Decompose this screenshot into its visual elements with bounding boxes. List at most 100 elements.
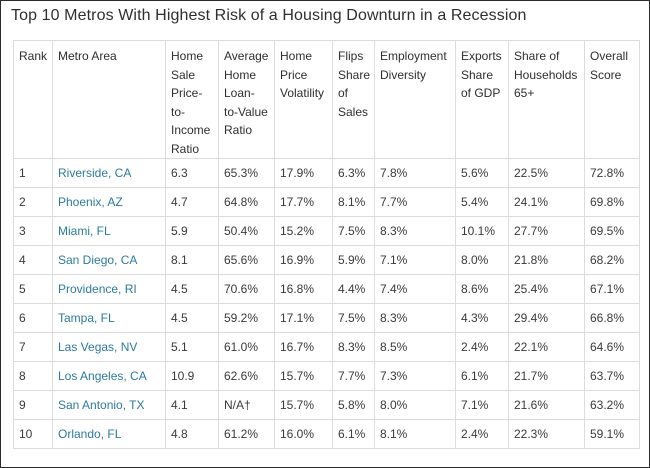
metro-link[interactable]: Riverside, CA: [58, 166, 132, 180]
cell-households-65: 22.5%: [508, 158, 585, 188]
cell-employment-diversity: 7.4%: [374, 274, 456, 304]
cell-price-to-income: 5.1: [165, 332, 219, 362]
metro-link[interactable]: Phoenix, AZ: [58, 195, 123, 209]
cell-rank: 6: [13, 303, 53, 333]
cell-overall-score: 69.5%: [584, 216, 640, 246]
column-header-line: Score: [590, 67, 622, 82]
cell-price-volatility: 15.7%: [274, 361, 333, 391]
cell-overall-score: 68.2%: [584, 245, 640, 275]
cell-employment-diversity: 7.1%: [374, 245, 456, 275]
cell-exports-share: 2.4%: [455, 332, 509, 362]
metro-link[interactable]: San Diego, CA: [58, 253, 138, 267]
column-header-flips-share: Flips Share of Sales: [332, 40, 375, 159]
column-header-line: to-: [171, 104, 186, 119]
column-header-loan-to-value: Average Home Loan-to-Value Ratio: [218, 40, 275, 159]
cell-rank: 7: [13, 332, 53, 362]
cell-price-to-income: 4.5: [165, 274, 219, 304]
cell-metro-area: Las Vegas, NV: [52, 332, 166, 362]
column-header-households-65: Share of Households 65+: [508, 40, 585, 159]
column-header-line: Share: [461, 67, 494, 82]
cell-loan-to-value: 50.4%: [218, 216, 275, 246]
cell-flips-share: 4.4%: [332, 274, 375, 304]
column-header-line: Flips: [338, 49, 364, 63]
table-row: 5 Providence, RI 4.5 70.6% 16.8% 4.4% 7.4% 8.6%…: [13, 274, 640, 304]
cell-rank: 9: [13, 390, 53, 420]
cell-price-to-income: 4.7: [165, 187, 219, 217]
column-header-price-volatility: Home Price Volatility: [274, 40, 333, 159]
cell-overall-score: 69.8%: [584, 187, 640, 217]
cell-overall-score: 67.1%: [584, 274, 640, 304]
column-header-line: Share of: [514, 49, 560, 63]
cell-employment-diversity: 8.1%: [374, 419, 456, 449]
column-header-line: of GDP: [461, 86, 501, 100]
metro-link[interactable]: Orlando, FL: [58, 427, 122, 441]
metro-link[interactable]: Los Angeles, CA: [58, 369, 147, 383]
table-row: 10 Orlando, FL 4.8 61.2% 16.0% 6.1% 8.1% 2.4% 22…: [13, 419, 640, 449]
column-header-line: Loan-: [224, 86, 255, 100]
column-header-line: Home: [224, 67, 257, 82]
metro-link[interactable]: Providence, RI: [58, 282, 137, 296]
table-header-row: Rank Metro Area Home Sale Price-to- Income Rat…: [13, 40, 640, 159]
cell-price-to-income: 4.5: [165, 303, 219, 333]
column-header-line: Price-: [171, 86, 203, 100]
cell-employment-diversity: 8.5%: [374, 332, 456, 362]
table-row: 7 Las Vegas, NV 5.1 61.0% 16.7% 8.3% 8.5% 2.4% 2…: [13, 332, 640, 362]
table-row: 8 Los Angeles, CA 10.9 62.6% 15.7% 7.7% 7.3% 6.…: [13, 361, 640, 391]
cell-flips-share: 5.9%: [332, 245, 375, 275]
cell-loan-to-value: 65.6%: [218, 245, 275, 275]
cell-exports-share: 7.1%: [455, 390, 509, 420]
cell-households-65: 21.6%: [508, 390, 585, 420]
column-header-rank: Rank: [13, 40, 53, 159]
cell-loan-to-value: 70.6%: [218, 274, 275, 304]
table-title: Top 10 Metros With Highest Risk of a Hou…: [11, 7, 527, 24]
cell-flips-share: 8.3%: [332, 332, 375, 362]
cell-loan-to-value: 61.2%: [218, 419, 275, 449]
cell-exports-share: 8.0%: [455, 245, 509, 275]
column-header-line: to-Value: [224, 104, 268, 119]
cell-overall-score: 59.1%: [584, 419, 640, 449]
cell-price-volatility: 17.7%: [274, 187, 333, 217]
metro-link[interactable]: Las Vegas, NV: [58, 340, 138, 354]
cell-households-65: 24.1%: [508, 187, 585, 217]
cell-overall-score: 64.6%: [584, 332, 640, 362]
cell-flips-share: 7.7%: [332, 361, 375, 391]
cell-employment-diversity: 8.3%: [374, 216, 456, 246]
metro-link[interactable]: San Antonio, TX: [58, 398, 145, 412]
cell-loan-to-value: 61.0%: [218, 332, 275, 362]
cell-employment-diversity: 8.0%: [374, 390, 456, 420]
cell-households-65: 22.3%: [508, 419, 585, 449]
cell-households-65: 25.4%: [508, 274, 585, 304]
cell-exports-share: 8.6%: [455, 274, 509, 304]
column-header-line: 65+: [514, 86, 535, 100]
cell-metro-area: Providence, RI: [52, 274, 166, 304]
column-header-line: Home: [280, 49, 313, 63]
cell-price-volatility: 15.7%: [274, 390, 333, 420]
cell-price-volatility: 16.8%: [274, 274, 333, 304]
cell-exports-share: 2.4%: [455, 419, 509, 449]
cell-flips-share: 7.5%: [332, 303, 375, 333]
cell-rank: 2: [13, 187, 53, 217]
cell-households-65: 21.8%: [508, 245, 585, 275]
metro-link[interactable]: Tampa, FL: [58, 311, 115, 325]
cell-price-volatility: 17.1%: [274, 303, 333, 333]
cell-price-to-income: 4.1: [165, 390, 219, 420]
column-header-employment-diversity: Employment Diversity: [374, 40, 456, 159]
column-header-overall-score: Overall Score: [584, 40, 640, 159]
cell-rank: 4: [13, 245, 53, 275]
cell-loan-to-value: 62.6%: [218, 361, 275, 391]
cell-price-to-income: 5.9: [165, 216, 219, 246]
cell-price-volatility: 17.9%: [274, 158, 333, 188]
table-row: 3 Miami, FL 5.9 50.4% 15.2% 7.5% 8.3% 10.1% 27.7…: [13, 216, 640, 246]
cell-metro-area: Riverside, CA: [52, 158, 166, 188]
cell-overall-score: 66.8%: [584, 303, 640, 333]
metro-link[interactable]: Miami, FL: [58, 224, 111, 238]
cell-households-65: 22.1%: [508, 332, 585, 362]
column-header-line: of: [338, 86, 349, 100]
table-row: 4 San Diego, CA 8.1 65.6% 16.9% 5.9% 7.1% 8.0% 2…: [13, 245, 640, 275]
cell-households-65: 21.7%: [508, 361, 585, 391]
cell-metro-area: Los Angeles, CA: [52, 361, 166, 391]
cell-flips-share: 6.3%: [332, 158, 375, 188]
cell-rank: 1: [13, 158, 53, 188]
cell-rank: 5: [13, 274, 53, 304]
metro-risk-table: Rank Metro Area Home Sale Price-to- Income Rat…: [13, 40, 640, 449]
